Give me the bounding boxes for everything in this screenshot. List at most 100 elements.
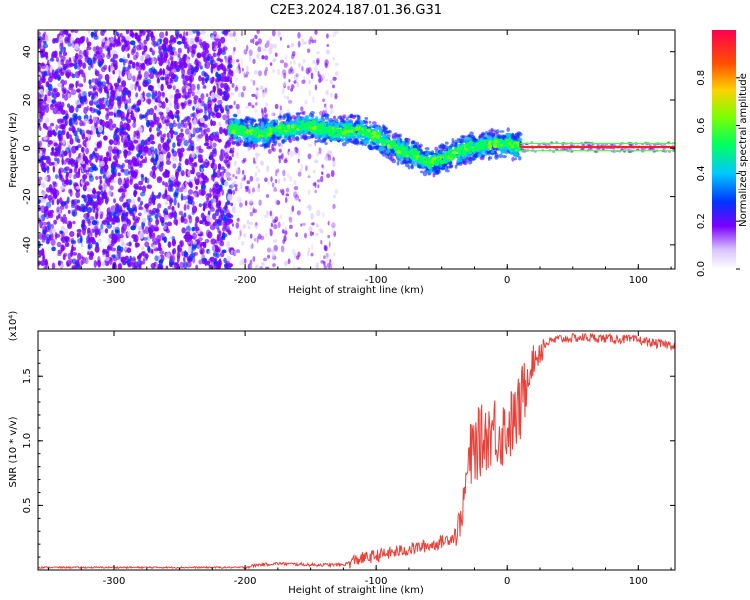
heatmap-noise-cell <box>47 142 51 148</box>
heatmap-noise-cell <box>69 231 75 237</box>
heatmap-sparse-cell <box>264 214 269 219</box>
heatmap-noise-cell <box>136 44 142 51</box>
heatmap-sparse-cell <box>324 245 328 252</box>
heatmap-noise-cell <box>134 241 139 249</box>
heatmap-noise-cell <box>124 183 130 189</box>
heatmap-noise-cell <box>100 66 106 73</box>
heatmap-noise-cell <box>176 40 183 45</box>
heatmap-noise-cell <box>146 92 152 98</box>
heatmap-sparse-cell <box>249 190 255 196</box>
heatmap-noise-cell <box>89 216 95 221</box>
heatmap-noise-cell <box>83 75 87 84</box>
heatmap-noise-cell <box>108 139 114 146</box>
heatmap-noise-cell <box>124 43 129 48</box>
heatmap-noise-cell <box>48 187 54 192</box>
heatmap-noise-cell <box>99 160 105 167</box>
heatmap-sparse-cell <box>326 89 329 96</box>
heatmap-noise-cell <box>58 197 63 204</box>
heatmap-sparse-cell <box>249 200 253 204</box>
heatmap-sparse-cell <box>249 175 254 182</box>
heatmap-sparse-cell <box>333 115 336 120</box>
heatmap-sparse-cell <box>263 107 267 114</box>
heatmap-noise-cell <box>212 221 217 227</box>
heatmap-ridge-cell <box>380 150 384 155</box>
heatmap-noise-cell <box>186 147 191 152</box>
heatmap-noise-cell <box>200 184 207 190</box>
heatmap-noise-cell <box>211 245 216 252</box>
heatmap-noise-cell <box>58 124 64 129</box>
heatmap-sparse-cell <box>230 92 234 96</box>
heatmap-noise-cell <box>179 247 183 253</box>
heatmap-noise-cell <box>81 164 86 169</box>
heatmap-ridge-cell <box>382 135 388 138</box>
heatmap-sparse-cell <box>257 233 262 240</box>
heatmap-sparse-cell <box>285 193 290 197</box>
heatmap-noise-cell <box>124 135 130 143</box>
heatmap-sparse-cell <box>252 157 256 164</box>
heatmap-sparse-cell <box>296 210 301 216</box>
heatmap-sparse-cell <box>332 156 335 162</box>
heatmap-noise-cell <box>208 112 211 120</box>
heatmap-noise-cell <box>41 150 46 158</box>
heatmap-noise-cell <box>167 205 172 210</box>
heatmap-sparse-cell <box>236 217 240 222</box>
heatmap-noise-cell <box>184 75 190 82</box>
heatmap-sparse-cell <box>301 65 304 72</box>
heatmap-noise-cell <box>121 223 127 232</box>
heatmap-noise-cell <box>189 38 195 45</box>
heatmap-ridge-cell <box>396 161 400 166</box>
heatmap-noise-cell <box>153 119 159 125</box>
heatmap-noise-cell <box>165 30 168 37</box>
heatmap-noise-cell <box>62 217 66 225</box>
heatmap-sparse-cell <box>233 46 236 52</box>
heatmap-noise-cell <box>173 36 177 44</box>
heatmap-sparse-cell <box>327 154 332 161</box>
heatmap-ridge-cell <box>410 163 414 169</box>
heatmap-sparse-cell <box>267 247 271 253</box>
heatmap-noise-cell <box>96 119 102 124</box>
heatmap-noise-cell <box>192 127 197 135</box>
heatmap-noise-cell <box>63 167 67 174</box>
heatmap-noise-cell <box>130 144 136 151</box>
heatmap-noise-cell <box>203 142 210 147</box>
heatmap-noise-cell <box>40 155 44 163</box>
heatmap-sparse-cell <box>290 88 294 92</box>
heatmap-noise-cell <box>196 52 202 59</box>
heatmap-noise-cell <box>227 64 231 69</box>
heatmap-noise-cell <box>135 80 140 88</box>
heatmap-noise-cell <box>73 61 78 70</box>
heatmap-noise-cell <box>204 61 211 69</box>
heatmap-noise-cell <box>46 206 49 212</box>
heatmap-noise-cell <box>155 194 161 199</box>
heatmap-noise-cell <box>176 180 181 188</box>
heatmap-noise-cell <box>101 81 107 86</box>
heatmap-sparse-cell <box>326 44 330 47</box>
heatmap-sparse-cell <box>241 177 246 182</box>
heatmap-noise-cell <box>39 105 42 112</box>
heatmap-noise-cell <box>117 263 123 269</box>
heatmap-noise-cell <box>209 256 215 262</box>
heatmap-noise-cell <box>212 252 218 257</box>
heatmap-noise-cell <box>93 32 98 37</box>
heatmap-noise-cell <box>144 139 148 146</box>
heatmap-noise-cell <box>63 214 66 219</box>
heatmap-ridge-cell <box>341 142 347 147</box>
heatmap-noise-cell <box>105 113 109 121</box>
heatmap-sparse-cell <box>243 48 247 54</box>
heatmap-noise-cell <box>175 89 180 93</box>
heatmap-sparse-cell <box>280 153 284 160</box>
heatmap-sparse-cell <box>334 71 339 76</box>
heatmap-noise-cell <box>52 87 59 93</box>
heatmap-noise-cell <box>126 109 130 117</box>
heatmap-noise-cell <box>211 120 216 127</box>
heatmap-sparse-cell <box>302 222 306 226</box>
heatmap-ridge-cell <box>413 163 418 167</box>
heatmap-ridge-cell <box>472 154 478 157</box>
heatmap-noise-cell <box>54 232 58 240</box>
heatmap-sparse-cell <box>236 109 240 116</box>
heatmap-noise-cell <box>140 175 145 182</box>
heatmap-noise-cell <box>193 252 199 256</box>
heatmap-ridge-cell <box>275 119 279 124</box>
heatmap-noise-cell <box>154 105 158 111</box>
heatmap-sparse-cell <box>290 42 295 48</box>
